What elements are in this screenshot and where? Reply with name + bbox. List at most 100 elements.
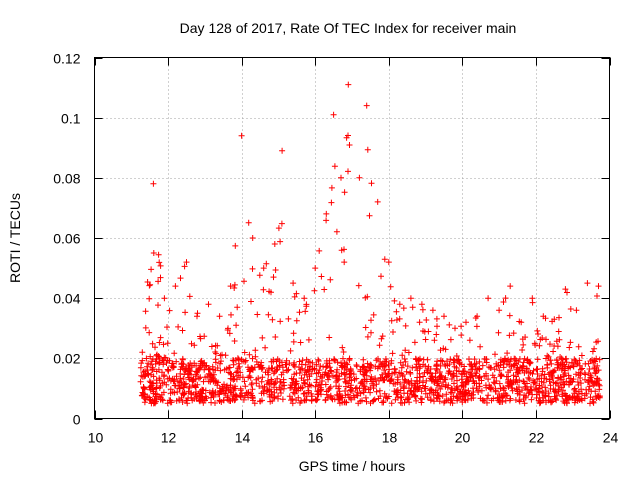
data-point-peak [260,265,267,272]
x-tick-label: 12 [161,430,177,446]
data-point [150,250,157,256]
data-point [560,381,567,388]
data-point [224,327,231,333]
data-point [256,383,263,390]
data-point [363,368,369,375]
data-point [567,379,574,386]
data-point [219,351,225,358]
data-point [175,323,182,330]
data-point [577,370,584,377]
data-point-peak [301,295,308,302]
data-point [432,376,439,383]
data-point [589,356,596,363]
data-point [410,387,417,394]
data-point [423,377,430,384]
data-point [215,391,221,398]
x-tick-label: 18 [382,430,398,446]
data-point [550,386,557,393]
data-point [142,308,149,315]
data-point [471,380,478,387]
data-point [386,366,393,373]
data-point [499,398,506,405]
data-point [420,379,426,386]
data-point [362,394,369,401]
data-point-peak [584,280,591,287]
data-point-peak [161,295,168,302]
data-point [311,287,318,294]
data-point [586,383,593,390]
data-point [506,312,513,319]
data-point [303,301,310,308]
data-point [239,374,246,381]
data-point [185,388,192,395]
data-point [402,347,409,354]
data-point [137,378,144,385]
data-point [184,371,191,378]
data-point [478,387,485,394]
data-point [326,385,333,392]
data-point [164,340,171,347]
data-point-peak [407,295,414,302]
data-point [145,371,152,378]
data-point [567,364,574,371]
data-point-peak [452,325,458,332]
data-point [407,370,414,377]
data-point [377,375,384,382]
data-point [516,398,523,405]
data-point [337,393,344,400]
data-point [318,375,325,381]
data-point [346,355,353,362]
data-point [167,399,174,406]
data-point-peak [463,319,469,326]
data-point [352,385,359,392]
data-point [156,360,163,367]
data-point [406,385,412,392]
data-point [582,360,589,367]
data-point [394,379,401,386]
data-point [226,330,233,337]
data-point [370,382,377,389]
data-point [275,225,282,232]
data-point [456,368,462,375]
data-point [179,356,186,363]
data-point [241,278,247,285]
data-point [328,199,335,206]
data-point [253,376,260,383]
data-point [389,350,396,357]
data-point [234,304,241,311]
data-point [249,355,256,362]
data-point-peak [485,295,492,302]
data-point [351,376,358,383]
data-point [293,370,300,377]
data-point [409,304,416,311]
data-point [226,397,233,404]
data-point [237,387,244,394]
data-point [209,387,216,394]
data-point [290,338,297,345]
data-points [137,81,603,407]
data-point [421,328,428,335]
data-point [571,356,578,363]
data-point [589,348,596,355]
data-point [376,387,383,394]
data-point [306,359,313,366]
data-point-peak [312,265,319,272]
data-point [581,370,588,376]
data-point [542,384,549,391]
data-point [510,377,517,383]
data-point [140,369,147,375]
data-point [434,358,441,365]
data-point-peak [529,295,536,302]
data-point [363,378,370,385]
data-point [566,375,573,382]
data-point [315,356,322,363]
data-point [526,376,533,383]
data-point [445,370,452,377]
data-point [394,374,401,381]
data-point [317,363,324,370]
data-point [189,397,196,404]
data-point [259,385,266,391]
data-point [366,363,372,370]
data-point [567,339,574,346]
data-point [249,265,256,272]
